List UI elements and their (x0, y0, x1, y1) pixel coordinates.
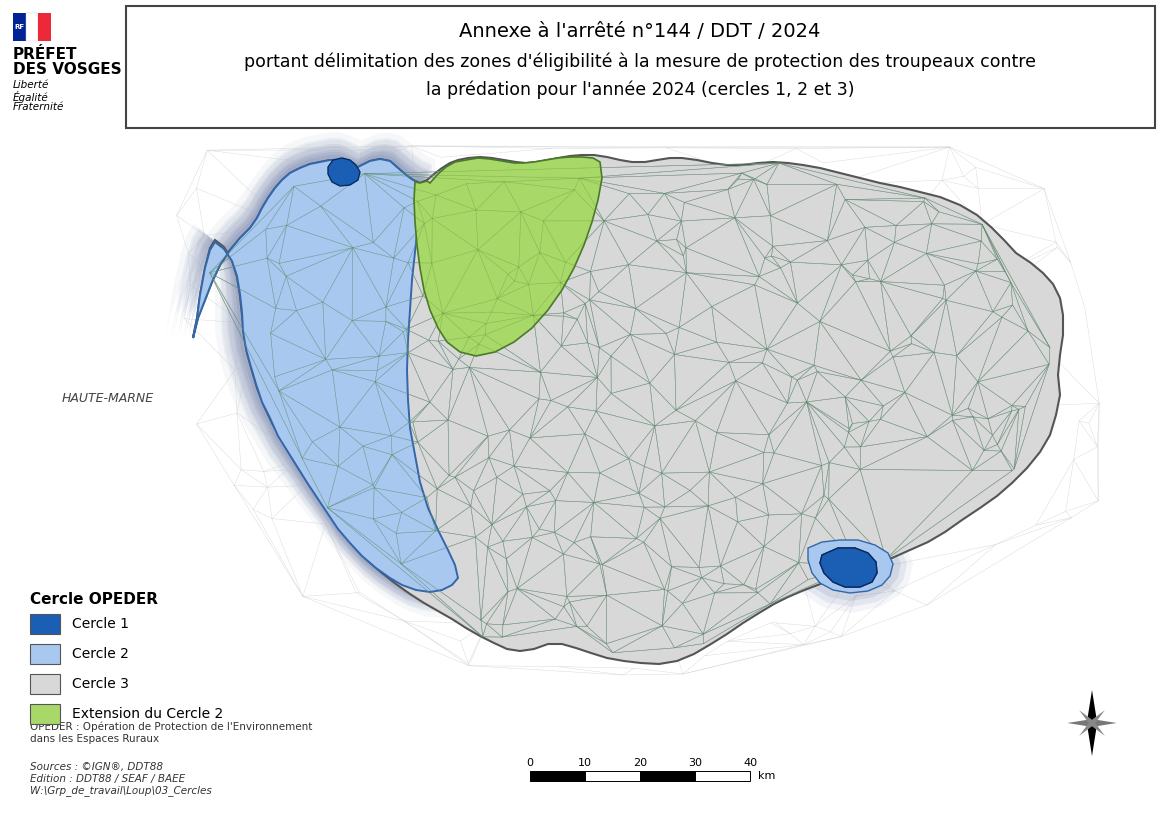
Text: 20: 20 (633, 758, 647, 768)
Bar (30, 704, 60, 724)
Text: HAUTE-MARNE: HAUTE-MARNE (62, 391, 154, 405)
Polygon shape (177, 143, 466, 606)
Bar (26, 13, 39, 41)
Text: DES VOSGES: DES VOSGES (13, 62, 122, 77)
Bar (530, 771, 585, 781)
Bar (30, 614, 60, 634)
Text: Cercle 2: Cercle 2 (73, 647, 129, 661)
Bar (30, 644, 60, 664)
Text: RF: RF (14, 24, 25, 30)
Text: Égalité: Égalité (13, 91, 49, 103)
Polygon shape (179, 146, 464, 605)
Bar (30, 674, 60, 694)
Polygon shape (165, 132, 472, 618)
Polygon shape (820, 548, 878, 587)
Polygon shape (414, 157, 603, 356)
Polygon shape (1079, 710, 1094, 725)
Text: 0: 0 (526, 758, 534, 768)
Text: Cercle 1: Cercle 1 (73, 617, 129, 631)
Text: OPEDER : Opération de Protection de l'Environnement
dans les Espaces Ruraux: OPEDER : Opération de Protection de l'En… (30, 722, 312, 744)
Polygon shape (171, 138, 468, 612)
Text: Cercle OPEDER: Cercle OPEDER (30, 592, 158, 607)
Polygon shape (1090, 719, 1116, 726)
Polygon shape (800, 532, 901, 601)
Bar (585, 771, 640, 781)
Text: la prédation pour l'année 2024 (cercles 1, 2 et 3): la prédation pour l'année 2024 (cercles … (426, 80, 854, 99)
Polygon shape (1090, 710, 1104, 725)
Bar (640, 771, 695, 781)
Polygon shape (1088, 690, 1096, 724)
Text: Annexe à l'arrêté n°144 / DDT / 2024: Annexe à l'arrêté n°144 / DDT / 2024 (460, 22, 820, 41)
Polygon shape (183, 149, 463, 602)
Text: Fraternité: Fraternité (13, 102, 64, 112)
Polygon shape (173, 140, 468, 611)
Text: Extension du Cercle 2: Extension du Cercle 2 (73, 707, 223, 721)
Text: Cercle 3: Cercle 3 (73, 677, 129, 691)
Polygon shape (808, 540, 893, 593)
Text: km: km (758, 771, 776, 781)
Polygon shape (193, 155, 1064, 664)
Polygon shape (328, 158, 360, 186)
Text: portant délimitation des zones d'éligibilité à la mesure de protection des troup: portant délimitation des zones d'éligibi… (245, 52, 1035, 71)
Polygon shape (193, 159, 457, 592)
Text: Sources : ©IGN®, DDT88
Edition : DDT88 / SEAF / BAEE
W:\Grp_de_travail\Loup\03_C: Sources : ©IGN®, DDT88 Edition : DDT88 /… (30, 762, 212, 796)
Text: PRÉFET: PRÉFET (13, 47, 77, 62)
Bar (695, 771, 750, 781)
Text: 30: 30 (688, 758, 702, 768)
Polygon shape (1090, 721, 1104, 736)
Polygon shape (820, 548, 878, 587)
Polygon shape (185, 152, 462, 599)
Polygon shape (1067, 719, 1094, 726)
Polygon shape (188, 154, 461, 597)
Bar (39, 13, 51, 41)
Bar (13, 13, 26, 41)
Text: 10: 10 (578, 758, 592, 768)
Polygon shape (1079, 721, 1094, 736)
Polygon shape (794, 527, 907, 607)
Polygon shape (789, 521, 913, 613)
Text: Liberté: Liberté (13, 80, 49, 90)
Text: 40: 40 (743, 758, 757, 768)
FancyBboxPatch shape (126, 6, 1155, 128)
Polygon shape (1088, 721, 1096, 756)
